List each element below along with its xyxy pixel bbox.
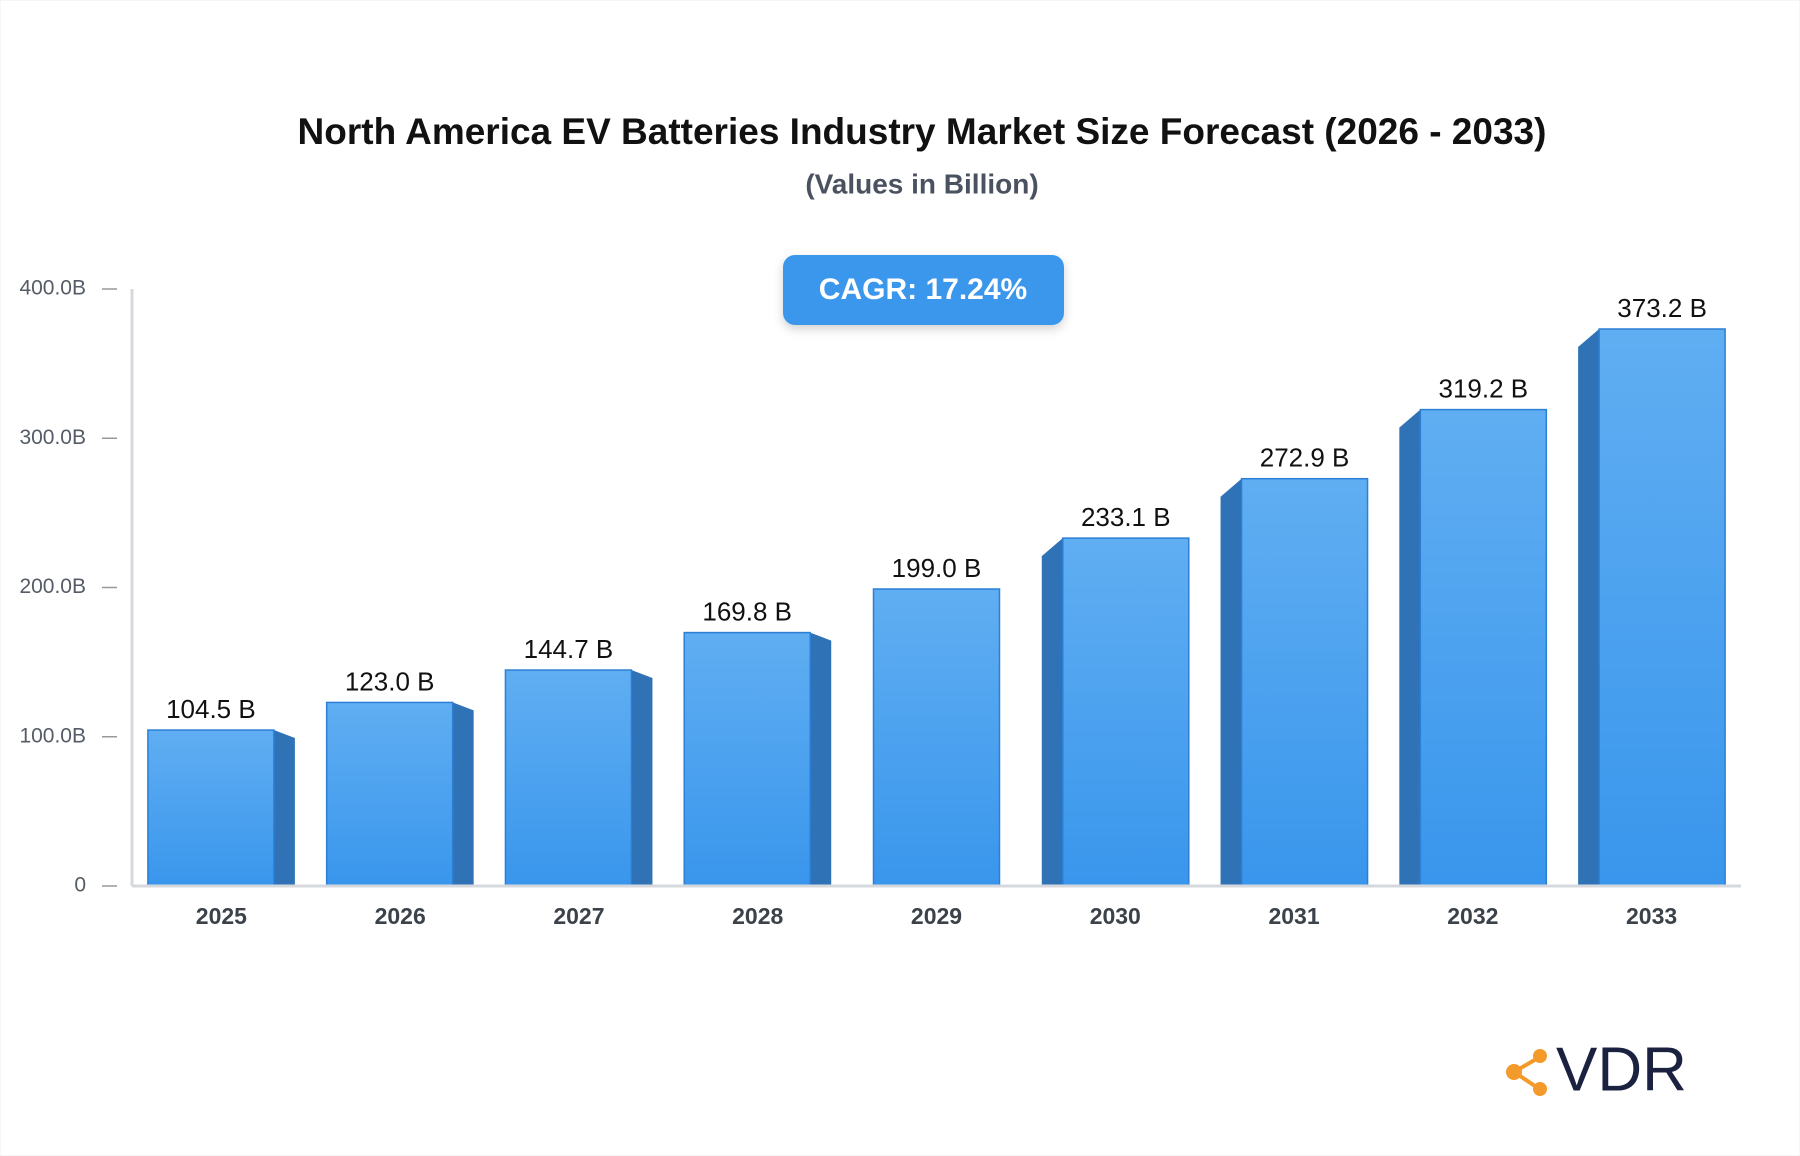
- bar-side: [1399, 409, 1421, 886]
- chart-subtitle: (Values in Billion): [805, 168, 1038, 199]
- logo-icon-dot: [1533, 1082, 1547, 1096]
- y-tick-label: 0: [74, 874, 86, 897]
- value-label: 233.1 B: [1081, 502, 1171, 532]
- x-tick-label: 2031: [1268, 903, 1319, 929]
- y-tick-label: 400.0B: [19, 277, 86, 300]
- value-label: 104.5 B: [166, 694, 256, 724]
- cagr-badge: [783, 255, 1064, 325]
- value-label: 319.2 B: [1439, 373, 1529, 403]
- x-tick-label: 2026: [375, 903, 426, 929]
- bar: [1062, 537, 1190, 887]
- x-tick-label: 2025: [196, 903, 247, 929]
- x-tick-label: 2030: [1090, 903, 1141, 929]
- bar-side: [452, 702, 474, 886]
- value-label: 373.2 B: [1617, 293, 1707, 323]
- logo-icon-dot: [1533, 1049, 1547, 1063]
- bar-side: [273, 730, 295, 886]
- bar: [1598, 328, 1726, 887]
- value-label: 169.8 B: [702, 596, 792, 626]
- bar-side: [1041, 538, 1063, 886]
- bar: [872, 588, 1001, 887]
- logo-icon-dot: [1506, 1064, 1522, 1080]
- x-tick-label: 2033: [1626, 903, 1677, 929]
- x-tick-label: 2028: [732, 903, 783, 929]
- bar-side: [810, 632, 832, 886]
- y-tick-label: 300.0B: [19, 426, 86, 449]
- value-label: 144.7 B: [524, 634, 614, 664]
- x-tick-label: 2027: [553, 903, 604, 929]
- x-tick-label: 2032: [1447, 903, 1498, 929]
- y-tick-label: 200.0B: [19, 575, 86, 598]
- bar-side: [1220, 478, 1242, 886]
- y-tick-label: 100.0B: [19, 724, 86, 747]
- chart-title: North America EV Batteries Industry Mark…: [298, 111, 1547, 152]
- cagr-label: CAGR: 17.24%: [819, 273, 1027, 306]
- bar: [1419, 408, 1548, 887]
- value-label: 123.0 B: [345, 666, 435, 696]
- value-label: 199.0 B: [892, 553, 982, 583]
- logo-text: VDR: [1556, 1035, 1687, 1104]
- value-label: 272.9 B: [1260, 443, 1350, 473]
- x-tick-label: 2029: [911, 903, 962, 929]
- bar: [504, 669, 633, 887]
- bar: [683, 631, 811, 887]
- bar-side: [1578, 328, 1600, 886]
- bar: [1240, 477, 1369, 887]
- bar: [147, 729, 275, 887]
- bar: [325, 701, 454, 887]
- logo: VDR: [1506, 1035, 1687, 1104]
- bar-side: [631, 670, 653, 886]
